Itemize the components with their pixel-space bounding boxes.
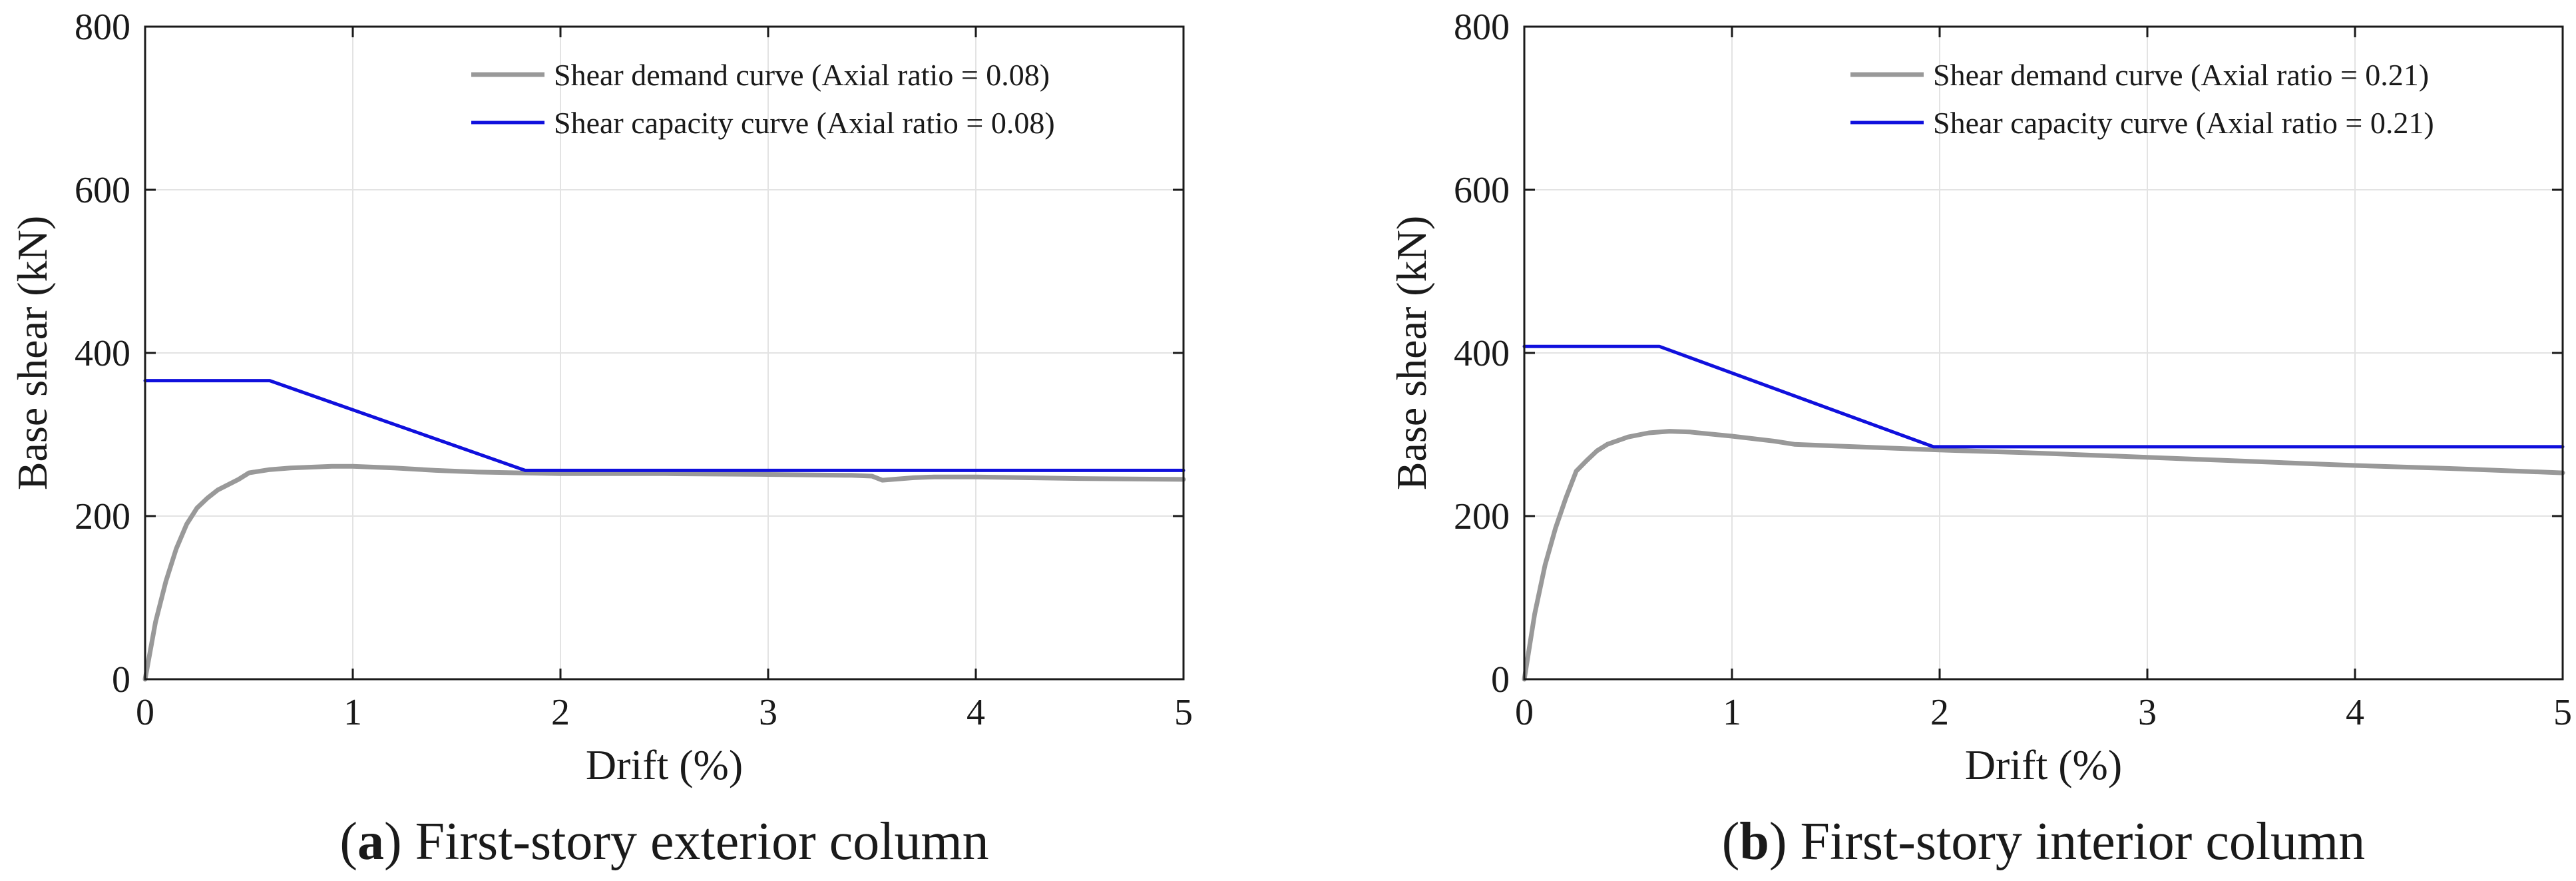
y-tick-label: 600	[1454, 170, 1510, 211]
legend-label: Shear capacity curve (Axial ratio = 0.08…	[554, 106, 1055, 140]
chart-panel-a: 0 1 2 3 4 5 0 200 400 600 800 Drift (%) Base shear (…	[9, 7, 1193, 871]
y-tick-label: 400	[1454, 333, 1510, 374]
legend: Shear demand curve (Axial ratio = 0.08) S…	[471, 58, 1055, 140]
x-tick-label: 4	[966, 692, 985, 733]
shear-demand-line	[1522, 429, 2565, 682]
x-tick-label: 3	[759, 692, 777, 733]
shear-capacity-line	[1522, 344, 2565, 449]
x-tick-label: 0	[1515, 692, 1534, 733]
caption-close-paren: )	[1769, 812, 1801, 871]
shear-capacity-line	[143, 379, 1185, 472]
shear-demand-line	[142, 463, 1186, 682]
x-tick-label: 5	[2553, 692, 2572, 733]
x-tick-label: 3	[2138, 692, 2157, 733]
x-tick-label: 2	[1930, 692, 1949, 733]
caption-open-paren: (	[1722, 812, 1740, 871]
legend-label: Shear capacity curve (Axial ratio = 0.21…	[1933, 106, 2434, 140]
caption-text: First-story exterior column	[415, 812, 989, 871]
x-tick-label: 5	[1174, 692, 1193, 733]
y-tick-label: 0	[112, 659, 130, 701]
y-tick-label: 200	[75, 496, 130, 537]
legend-label: Shear demand curve (Axial ratio = 0.08)	[554, 58, 1050, 92]
panel-caption: (b) First-story interior column	[1722, 812, 2366, 871]
y-axis-label: Base shear (kN)	[1388, 216, 1435, 490]
legend-label: Shear demand curve (Axial ratio = 0.21)	[1933, 58, 2429, 92]
y-tick-label: 0	[1491, 659, 1510, 701]
y-tick-label: 600	[75, 170, 130, 211]
caption-letter: a	[357, 812, 384, 871]
caption-text: First-story interior column	[1800, 812, 2365, 871]
legend: Shear demand curve (Axial ratio = 0.21) S…	[1850, 58, 2434, 140]
y-axis-label: Base shear (kN)	[9, 216, 56, 490]
x-axis-label: Drift (%)	[1965, 741, 2122, 788]
x-tick-label: 2	[551, 692, 570, 733]
x-axis-label: Drift (%)	[586, 741, 743, 788]
y-tick-label: 400	[75, 333, 130, 374]
x-tick-label: 0	[136, 692, 154, 733]
chart-panel-b: 0 1 2 3 4 5 0 200 400 600 800 Drift (%) Base shear (…	[1388, 7, 2572, 871]
x-tick-label: 1	[343, 692, 362, 733]
x-tick-label: 4	[2346, 692, 2364, 733]
x-tick-label: 1	[1723, 692, 1741, 733]
caption-letter: b	[1739, 812, 1769, 871]
y-tick-label: 800	[75, 7, 130, 48]
caption-open-paren: (	[339, 812, 357, 871]
y-tick-label: 800	[1454, 7, 1510, 48]
y-tick-label: 200	[1454, 496, 1510, 537]
caption-close-paren: )	[384, 812, 415, 871]
panel-caption: (a) First-story exterior column	[339, 812, 988, 871]
